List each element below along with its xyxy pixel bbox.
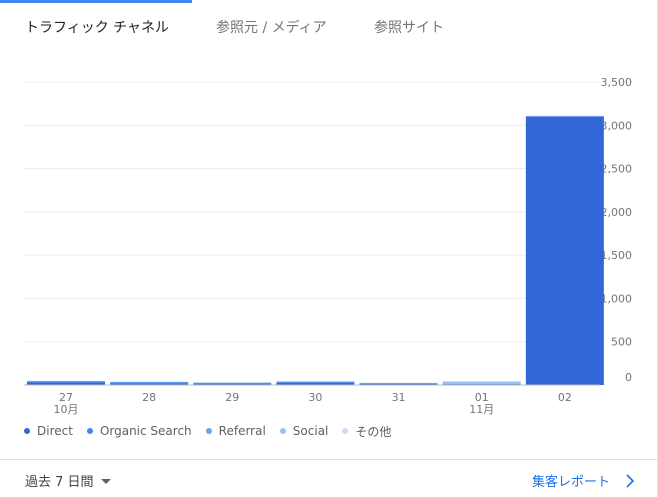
x-tick-label: 27 (59, 391, 73, 404)
stacked-bar-chart: 3,500 3,000 2,500 2,000 1,500 1,000 500 0 27 10月 2… (0, 60, 658, 420)
tab-referrals[interactable]: 参照サイト (374, 20, 444, 36)
y-tick-label: 2,500 (601, 163, 633, 176)
tab-source-medium[interactable]: 参照元 / メディア (216, 20, 327, 36)
legend-dot-icon (205, 428, 212, 434)
legend-label: Referral (218, 424, 266, 438)
y-tick-label: 1,500 (601, 249, 633, 262)
bar-segment-organic-search[interactable] (276, 381, 355, 383)
legend-dot-icon (86, 428, 93, 434)
legend-label: Social (292, 424, 329, 438)
caret-down-icon (100, 479, 111, 484)
bar-segment-organic-search[interactable] (193, 383, 272, 384)
legend-item[interactable]: Referral (205, 424, 266, 438)
y-tick-label: 3,500 (601, 76, 633, 89)
legend-dot-icon (279, 428, 286, 434)
bar-segment-organic-search[interactable] (359, 383, 438, 384)
y-tick-label: 500 (611, 336, 632, 349)
legend-item[interactable]: Social (279, 424, 329, 438)
legend-item[interactable]: その他 (342, 423, 391, 440)
y-tick-label: 0 (625, 371, 632, 384)
legend-dot-icon (24, 428, 30, 434)
report-link-label: 集客レポート (531, 475, 610, 490)
x-tick-label: 30 (308, 391, 322, 404)
legend-label: Direct (37, 424, 73, 438)
legend-dot-icon (342, 428, 349, 434)
legend-item[interactable]: Direct (24, 424, 73, 438)
card-footer: 過去 7 日間 集客レポート (0, 459, 658, 497)
x-tick-label: 01 (475, 391, 489, 404)
x-tick-label: 02 (558, 391, 572, 404)
acquisition-report-link[interactable]: 集客レポート (532, 471, 636, 490)
tab-bar: トラフィック チャネル 参照元 / メディア 参照サイト (0, 0, 658, 50)
y-tick-label: 3,000 (601, 119, 633, 132)
x-tick-label: 31 (392, 391, 406, 404)
chevron-right-icon (626, 473, 635, 488)
chart-legend: Direct Organic Search Referral Social その他 (24, 423, 405, 439)
date-range-label: 過去 7 日間 (25, 475, 94, 490)
tab-traffic-channel[interactable]: トラフィック チャネル (25, 20, 170, 36)
x-tick-label: 11月 (469, 403, 494, 416)
x-tick-label: 29 (225, 391, 239, 404)
date-range-dropdown[interactable]: 過去 7 日間 (25, 471, 111, 490)
bar-segment-organic-search[interactable] (27, 381, 105, 383)
legend-item[interactable]: Organic Search (86, 424, 192, 438)
y-tick-label: 2,000 (601, 206, 633, 219)
bar-segment-direct[interactable] (525, 116, 604, 385)
bar-segment-direct[interactable] (193, 383, 272, 385)
bar-segment-social[interactable] (442, 381, 521, 384)
bar-segment-organic-search[interactable] (110, 382, 189, 384)
bar-segment-direct[interactable] (27, 382, 105, 385)
active-tab-indicator (0, 0, 192, 3)
bar-segment-direct[interactable] (276, 382, 355, 385)
x-tick-label: 28 (142, 391, 156, 404)
y-tick-label: 1,000 (601, 292, 633, 305)
x-tick-label: 10月 (54, 403, 79, 416)
bar-segment-direct[interactable] (110, 383, 189, 385)
legend-label: その他 (355, 424, 392, 439)
legend-label: Organic Search (99, 424, 192, 438)
bar-segment-direct[interactable] (359, 383, 438, 385)
